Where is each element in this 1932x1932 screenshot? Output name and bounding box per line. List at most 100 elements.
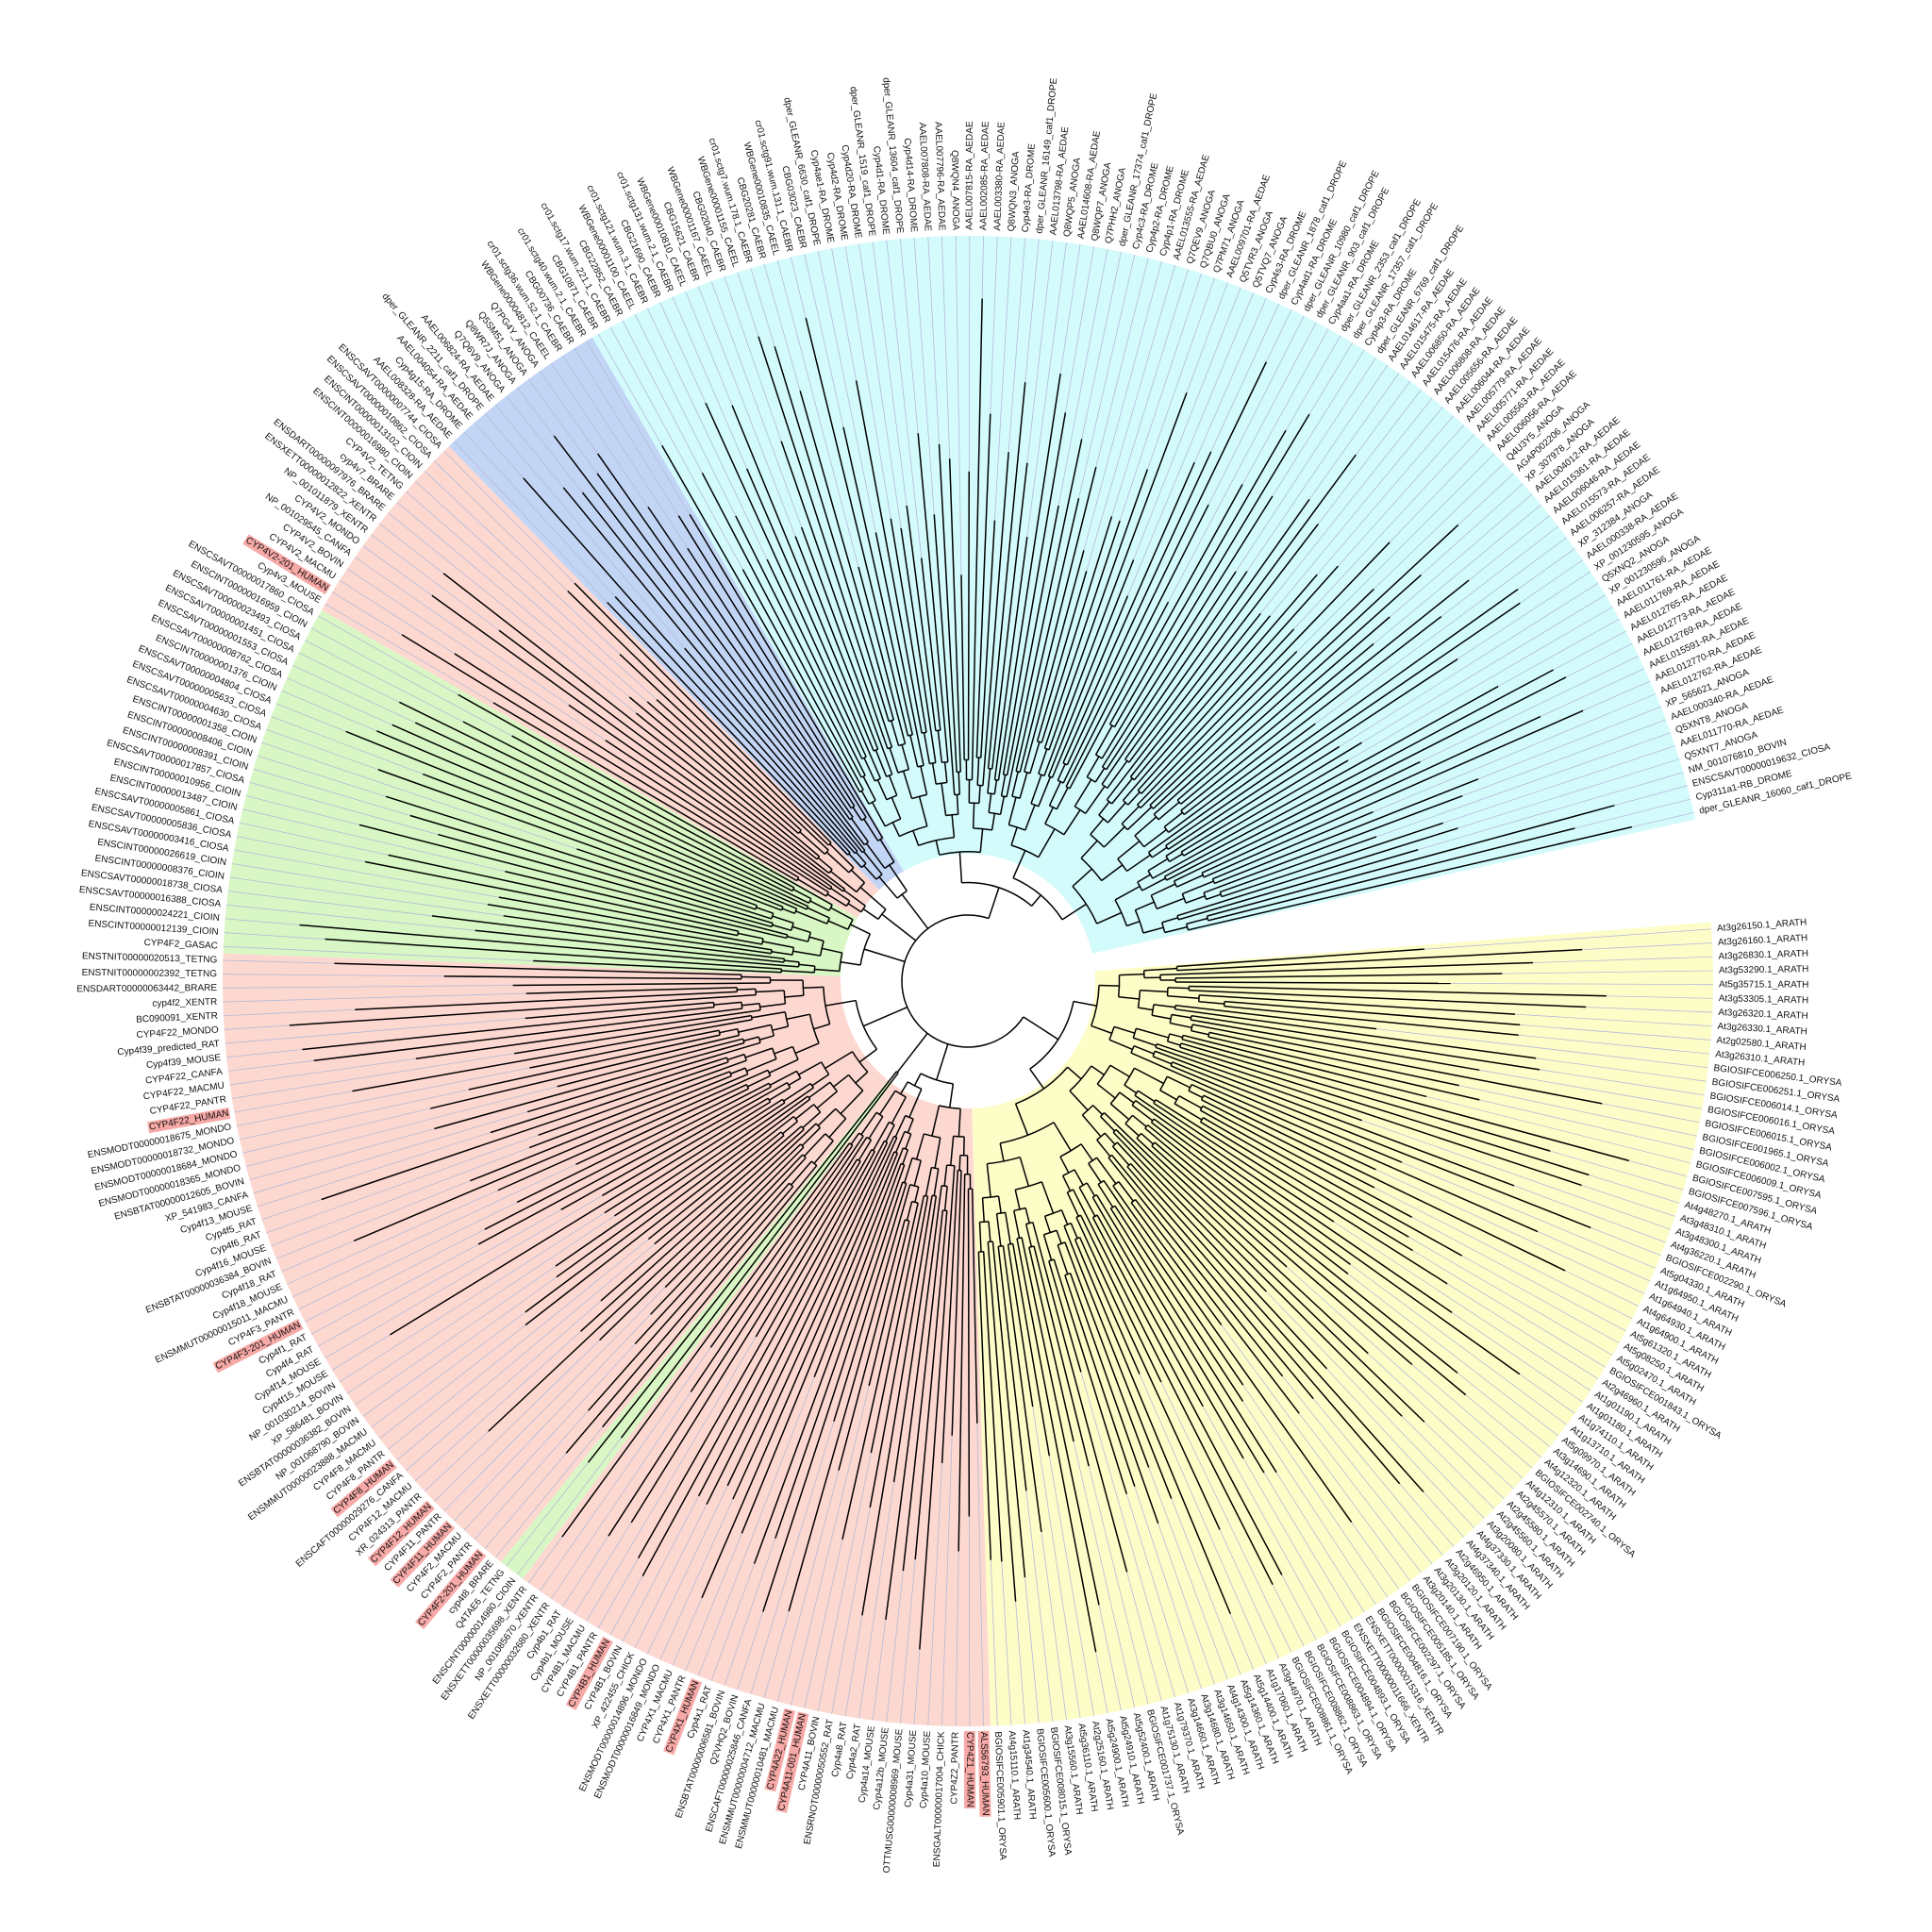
branch	[1078, 1187, 1096, 1217]
tip-line	[1628, 1160, 1688, 1177]
branch	[1066, 451, 1212, 766]
branch	[635, 712, 818, 860]
branch	[1085, 786, 1106, 814]
leaf-label: Q8WQN3_ANOGA	[1007, 151, 1022, 232]
branch	[596, 473, 851, 821]
tip-line	[574, 347, 679, 516]
branch-arc	[847, 919, 854, 930]
branch-arc	[825, 917, 830, 924]
branch	[908, 1089, 923, 1118]
branches	[289, 298, 1633, 1653]
branch	[891, 720, 900, 746]
tip-line	[1457, 1372, 1551, 1447]
branch	[899, 1081, 908, 1095]
branch	[1189, 985, 1607, 997]
branch	[1200, 1109, 1463, 1257]
branch	[415, 1009, 761, 1059]
branch	[855, 380, 923, 734]
branch	[607, 602, 849, 856]
tip-line	[1202, 1406, 1329, 1634]
branch	[1136, 1027, 1169, 1039]
branch	[892, 1195, 938, 1483]
tip-line	[224, 932, 325, 940]
branch	[1081, 1114, 1102, 1138]
branch	[1029, 1068, 1045, 1090]
branch	[1142, 926, 1164, 934]
branch	[1150, 883, 1176, 896]
branch-arc	[917, 764, 924, 768]
tip-line	[227, 891, 433, 917]
branch	[1096, 1214, 1204, 1407]
branch	[943, 1186, 948, 1211]
leaf-label: At3g26150.1_ARATH	[1717, 917, 1807, 934]
branch	[641, 1151, 875, 1576]
tip-line	[776, 260, 859, 568]
tip-line	[229, 1058, 416, 1086]
tip-line	[1457, 758, 1680, 829]
branch	[376, 730, 797, 909]
clade-sectors	[222, 236, 1713, 1727]
tip-line	[245, 1086, 558, 1167]
branch	[931, 762, 937, 785]
branch	[1147, 858, 1169, 872]
branch	[1191, 1014, 1541, 1071]
tip-line	[231, 1053, 515, 1099]
branch-arc	[1144, 1124, 1149, 1129]
branch	[1159, 1090, 1177, 1101]
tip-line	[1423, 1491, 1465, 1538]
branch	[526, 1041, 761, 1113]
tip-line	[1026, 241, 1054, 463]
branch	[744, 1047, 773, 1058]
tip-line	[1374, 462, 1505, 590]
branch-arc	[1012, 877, 1063, 921]
branch	[1136, 1137, 1369, 1355]
branch-arc	[1131, 1100, 1137, 1106]
branch	[1063, 1225, 1173, 1499]
branch	[1006, 505, 1059, 775]
tip-line	[886, 240, 923, 558]
tip-line	[325, 1195, 603, 1359]
branch	[920, 558, 941, 731]
branch	[1164, 925, 1188, 934]
leaf-label: AAEL007815-RA_AEDAE	[964, 121, 974, 230]
tip-line	[900, 1558, 916, 1724]
tip-line	[550, 1391, 691, 1600]
branch	[538, 1059, 747, 1137]
branch	[1134, 1067, 1164, 1085]
branch-arc	[755, 905, 758, 910]
tip-line	[1399, 1483, 1455, 1547]
tip-line	[1168, 322, 1317, 603]
branch	[1207, 805, 1615, 917]
branch	[741, 1153, 899, 1534]
tip-line	[1451, 1312, 1584, 1403]
branch	[1169, 853, 1183, 862]
branch	[555, 1087, 814, 1267]
leaf-label: CYP4F22_MONDO	[136, 1024, 219, 1041]
tip-line	[379, 523, 444, 575]
branch	[905, 1133, 912, 1150]
branch	[1073, 1000, 1097, 1008]
branch	[1208, 1036, 1480, 1101]
branch-arc	[848, 1074, 864, 1091]
branch	[1032, 1222, 1128, 1573]
tip-line	[858, 1482, 894, 1719]
branch	[687, 547, 856, 807]
branch	[1166, 676, 1567, 881]
branch	[987, 768, 991, 793]
branch-arc	[1091, 1193, 1097, 1198]
branch	[879, 839, 895, 863]
branch	[782, 1121, 798, 1135]
branch	[758, 1035, 774, 1041]
branch	[803, 1133, 826, 1158]
branch	[863, 758, 876, 782]
tip-line	[1125, 1493, 1189, 1693]
leaf-label: ENSTNIT00000002392_TETNG	[82, 968, 218, 979]
branch	[1143, 828, 1167, 848]
tip-line	[976, 1423, 984, 1726]
branch	[971, 298, 983, 780]
tip-line	[737, 272, 759, 337]
tip-line	[229, 876, 504, 917]
branch	[1202, 1117, 1409, 1238]
branch	[746, 468, 882, 779]
tip-line	[791, 257, 807, 319]
